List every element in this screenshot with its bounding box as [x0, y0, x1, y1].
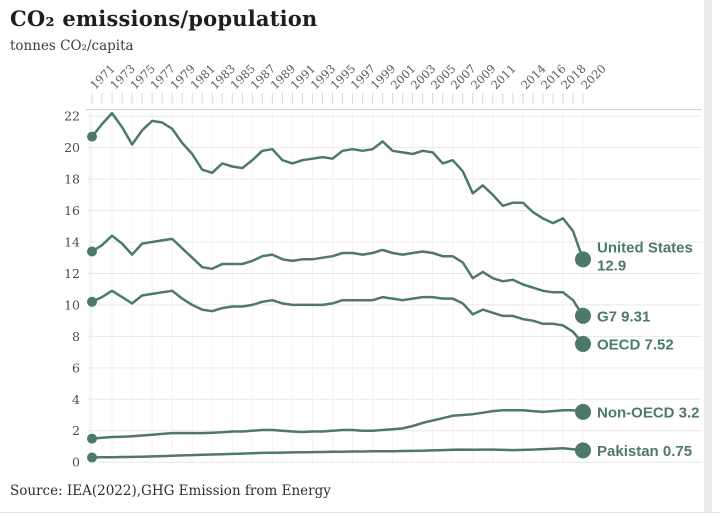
page-title: CO₂ emissions/population: [10, 6, 318, 31]
series-end-label: Pakistan 0.75: [597, 443, 692, 460]
y-tick-label: 18: [64, 172, 80, 187]
series-end-label: Non-OECD 3.2: [597, 404, 700, 421]
svg-text:OECD 7.52: OECD 7.52: [597, 336, 674, 353]
source-note: Source: IEA(2022),GHG Emission from Ener…: [10, 483, 331, 499]
series-end-dot: [575, 251, 591, 268]
y-tick-label: 12: [64, 266, 80, 281]
series-line-oecd: [90, 289, 585, 346]
series-line-non-oecd: [90, 409, 585, 440]
y-tick-label: 6: [72, 360, 80, 375]
series-end-dot: [575, 442, 591, 459]
svg-text:Pakistan 0.75: Pakistan 0.75: [597, 443, 692, 460]
y-tick-label: 14: [64, 235, 80, 250]
x-axis-ticks: [91, 93, 584, 104]
series-line-g7: [90, 234, 585, 318]
series-start-dot: [87, 452, 97, 463]
series-end-label: G7 9.31: [597, 308, 650, 325]
series-start-dot: [87, 296, 97, 307]
series-end-dot: [575, 403, 591, 420]
svg-text:12.9: 12.9: [597, 257, 626, 274]
series-end-dot: [575, 335, 591, 352]
y-tick-label: 4: [72, 392, 80, 407]
y-axis-labels: 0 2 4 6 8 10 12 14 16 18 20 22: [64, 109, 80, 470]
y-tick-label: 20: [64, 140, 80, 155]
bottom-divider: [0, 512, 720, 513]
y-tick-label: 16: [64, 203, 80, 218]
series-line-united-states: [90, 111, 585, 261]
series-start-dot: [87, 131, 97, 142]
horizontal-gridlines: [88, 115, 702, 463]
y-tick-label: 2: [72, 423, 80, 438]
series-end-label: OECD 7.52: [597, 336, 674, 353]
svg-text:United States: United States: [597, 239, 693, 256]
series-start-dot: [87, 246, 97, 257]
svg-text:Non-OECD 3.2: Non-OECD 3.2: [597, 404, 700, 421]
y-tick-label: 10: [64, 297, 80, 312]
y-tick-label: 22: [64, 109, 80, 124]
y-tick-label: 8: [72, 329, 80, 344]
series-line-pakistan: [90, 446, 585, 459]
vertical-scrollbar[interactable]: [704, 0, 712, 512]
x-axis-labels: 1971197319751977197919811983198519871989…: [87, 62, 609, 93]
series-end-dot: [575, 307, 591, 324]
svg-text:G7 9.31: G7 9.31: [597, 308, 650, 325]
chart-y-unit-label: tonnes CO₂/capita: [10, 38, 134, 54]
vertical-gridlines: [91, 109, 584, 463]
y-tick-label: 0: [72, 455, 80, 470]
series-start-dot: [87, 433, 97, 444]
